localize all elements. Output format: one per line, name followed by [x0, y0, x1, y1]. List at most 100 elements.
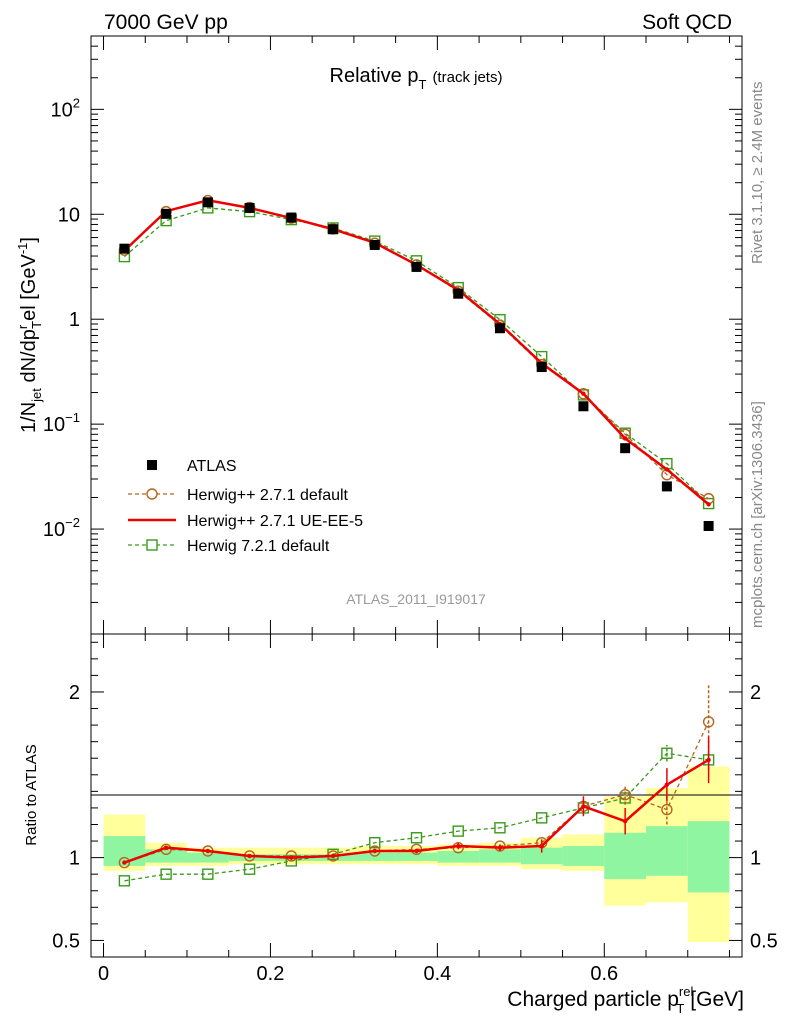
source-label: mcplots.cern.ch [arXiv:1306.3436]	[749, 401, 766, 628]
ratio-band-inner	[646, 826, 688, 876]
ratio-point-square	[452, 825, 464, 837]
ratio-axes: 0.5 0.5 1 1 2 2 0 0.2 0.4 0.6	[52, 634, 778, 985]
ratio-point-solid	[622, 818, 628, 824]
ratio-point-square	[243, 863, 256, 875]
main-ytick-label: 102	[51, 95, 80, 121]
legend-swatch-square	[146, 539, 158, 551]
ratio-band-inner	[395, 852, 438, 861]
legend-swatch-circle	[146, 488, 158, 500]
ratio-point-solid	[539, 843, 544, 849]
legend-entry-label: Herwig++ 2.7.1 UE-EE-5	[187, 513, 363, 530]
legend-entry-label: Herwig++ 2.7.1 default	[187, 487, 349, 504]
legend-entry-label: Herwig 7.2.1 default	[187, 538, 330, 555]
ratio-point-circle	[118, 856, 131, 869]
main-point-atlas	[536, 362, 547, 373]
main-point-atlas	[494, 323, 505, 334]
main-point-atlas	[286, 212, 297, 223]
ratio-point-square	[410, 832, 423, 844]
ratio-band-inner	[437, 850, 480, 863]
ratio-point-solid	[205, 848, 211, 854]
ratio-band-inner	[479, 849, 521, 863]
main-ytick-label: 10−2	[43, 515, 80, 541]
ratio-point-square	[118, 875, 131, 887]
ratio-band-inner	[186, 852, 229, 863]
ratio-point-circle	[285, 850, 298, 862]
ratio-point-solid	[414, 848, 419, 854]
ratio-xtick-label: 0.6	[590, 963, 618, 985]
main-point-atlas	[161, 208, 172, 219]
main-point-atlas	[661, 481, 672, 492]
ratio-ytick-label-right: 2	[750, 682, 761, 704]
ratio-point-square	[202, 868, 214, 880]
main-ytick-label: 1	[69, 309, 80, 331]
main-point-solid	[622, 436, 628, 441]
ratio-point-solid	[706, 757, 711, 763]
ratio-point-solid	[289, 855, 294, 860]
ratio-band-inner	[687, 821, 730, 893]
main-point-atlas	[578, 401, 589, 412]
main-point-atlas	[620, 443, 631, 454]
main-point-atlas	[328, 224, 339, 235]
header-category: Soft QCD	[642, 11, 732, 34]
ratio-point-circle	[494, 840, 506, 852]
ratio-point-square	[661, 747, 673, 759]
main-point-atlas	[703, 520, 714, 531]
ratio-band-inner	[604, 832, 647, 880]
ratio-point-solid	[456, 843, 461, 849]
ratio-xtick-label: 0.2	[257, 963, 285, 985]
main-point-solid	[664, 467, 670, 472]
legend: ATLAS Herwig++ 2.7.1 default Herwig++ 2.7.…	[128, 458, 363, 555]
ratio-ytick-label: 0.5	[52, 930, 80, 952]
ratio-ytick-label: 1	[69, 848, 80, 870]
main-point-atlas	[119, 243, 130, 254]
header-energy: 7000 GeV pp	[104, 11, 228, 34]
ratio-band-inner	[353, 852, 396, 861]
main-point-solid	[581, 391, 586, 396]
ratio-point-circle	[661, 803, 673, 816]
ratio-point-square	[160, 868, 172, 880]
legend-entry-label: ATLAS	[187, 458, 237, 475]
ratio-ylabel: Ratio to ATLAS	[23, 744, 40, 845]
ratio-ytick-label: 2	[69, 682, 80, 704]
main-panel: 10−2 10−1 1 10 102 Relative pT (track jets) 1…	[15, 35, 743, 635]
ratio-point-circle	[619, 788, 631, 801]
rivet-label: Rivet 3.1.10, ≥ 2.4M events	[749, 82, 766, 265]
ratio-point-circle	[702, 716, 715, 728]
legend-swatch-atlas	[147, 460, 157, 470]
ratio-point-solid	[664, 782, 670, 787]
main-point-atlas	[244, 202, 255, 213]
ratio-xtick-label: 0	[98, 963, 109, 985]
main-point-solid	[706, 502, 711, 507]
main-ytick-label: 10	[58, 204, 80, 226]
ratio-point-solid	[581, 804, 586, 809]
ratio-point-solid	[247, 853, 252, 859]
main-point-atlas	[411, 261, 422, 272]
ratio-point-solid	[122, 860, 127, 865]
ratio-point-square	[369, 837, 381, 849]
ratio-xtick-label: 0.4	[423, 963, 451, 985]
ratio-ytick-label-right: 0.5	[750, 930, 778, 952]
ratio-band-inner	[145, 849, 187, 863]
ratio-point-square	[535, 812, 548, 824]
ratio-marks	[118, 685, 715, 887]
ratio-point-solid	[372, 848, 377, 854]
main-point-circle	[577, 388, 590, 400]
main-point-atlas	[453, 288, 464, 299]
ratio-band-inner	[562, 846, 605, 866]
main-line-circle-dashed	[123, 199, 709, 500]
ratio-ytick-label-right: 1	[750, 848, 761, 870]
main-title: Relative pT (track jets)	[330, 65, 503, 92]
ratio-panel: 0.5 0.5 1 1 2 2 0 0.2 0.4 0.6 Ratio to ATLAS Char…	[23, 633, 778, 1016]
ratio-plot-frame	[90, 633, 743, 958]
ratio-point-square	[494, 822, 506, 834]
main-ytick-label: 10−1	[43, 410, 80, 436]
main-point-atlas	[202, 197, 213, 208]
main-ylabel: 1/Njet dN/dprTel [GeV-1]	[15, 237, 44, 433]
analysis-id: ATLAS_2011_I919017	[346, 591, 486, 607]
main-point-atlas	[369, 239, 380, 250]
ratio-point-solid	[163, 845, 169, 850]
main-y-axis: 10−2 10−1 1 10 102	[43, 35, 742, 635]
ratio-point-solid	[330, 853, 336, 859]
main-marks	[118, 194, 715, 531]
